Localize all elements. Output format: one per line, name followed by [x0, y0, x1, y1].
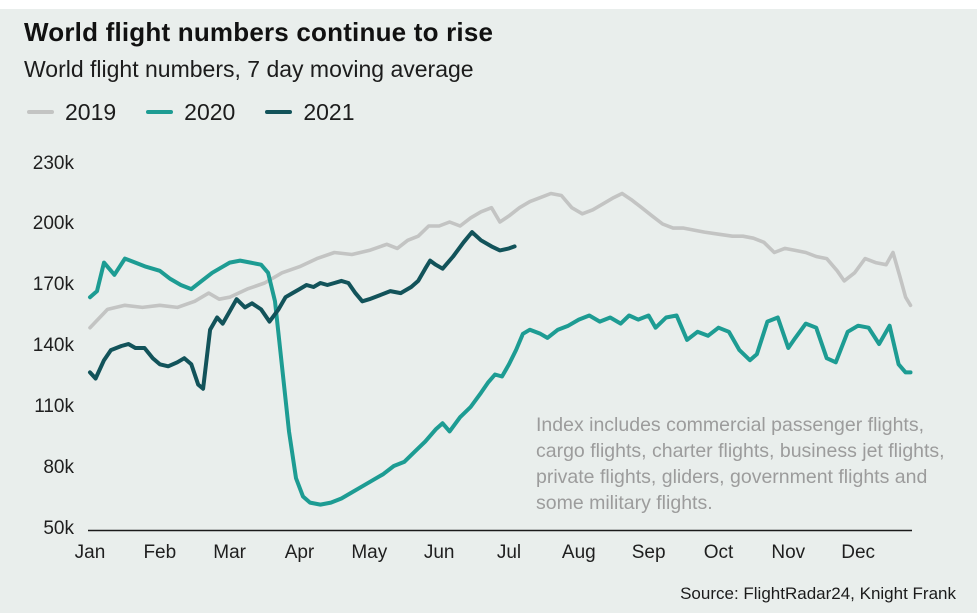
x-tick-Aug: Aug — [561, 542, 596, 563]
legend-label-2020: 2020 — [184, 98, 236, 125]
y-tick-200k: 200k — [32, 213, 74, 235]
legend-item-2019: 2019 — [27, 99, 116, 126]
x-tick-Apr: Apr — [284, 542, 315, 563]
x-tick-Nov: Nov — [771, 542, 806, 563]
x-tick-Feb: Feb — [143, 542, 177, 563]
legend: 2019 2020 2021 — [27, 97, 385, 127]
chart-subtitle: World flight numbers, 7 day moving avera… — [24, 56, 474, 82]
x-tick-Mar: Mar — [213, 542, 247, 563]
chart-title: World flight numbers continue to rise — [24, 17, 494, 47]
y-tick-170k: 170k — [32, 274, 74, 296]
top-white-strip — [0, 0, 977, 9]
legend-swatch-2021 — [265, 110, 293, 114]
y-tick-230k: 230k — [32, 152, 74, 174]
legend-label-2021: 2021 — [303, 98, 355, 125]
y-tick-80k: 80k — [43, 457, 74, 479]
series-line-2019 — [88, 191, 913, 330]
y-tick-110k: 110k — [34, 396, 74, 418]
series-line-2021 — [88, 230, 517, 391]
chart-series — [88, 191, 913, 507]
x-tick-Jan: Jan — [74, 542, 106, 563]
x-tick-Oct: Oct — [703, 542, 734, 563]
legend-item-2020: 2020 — [146, 99, 235, 126]
legend-label-2019: 2019 — [65, 98, 117, 125]
x-tick-May: May — [351, 542, 388, 563]
x-tick-Dec: Dec — [841, 542, 876, 563]
index-note: Index includes commercial passenger flig… — [536, 414, 945, 514]
series-line-2020 — [88, 256, 913, 507]
x-tick-Sep: Sep — [631, 542, 666, 563]
x-tick-Jul: Jul — [496, 542, 522, 563]
source-credit: Source: FlightRadar24, Knight Frank — [680, 584, 956, 603]
y-tick-50k: 50k — [43, 518, 74, 540]
legend-swatch-2019 — [27, 110, 54, 114]
legend-swatch-2020 — [146, 110, 174, 114]
legend-item-2021: 2021 — [265, 98, 355, 126]
x-tick-Jun: Jun — [423, 542, 455, 563]
y-tick-140k: 140k — [32, 335, 74, 357]
